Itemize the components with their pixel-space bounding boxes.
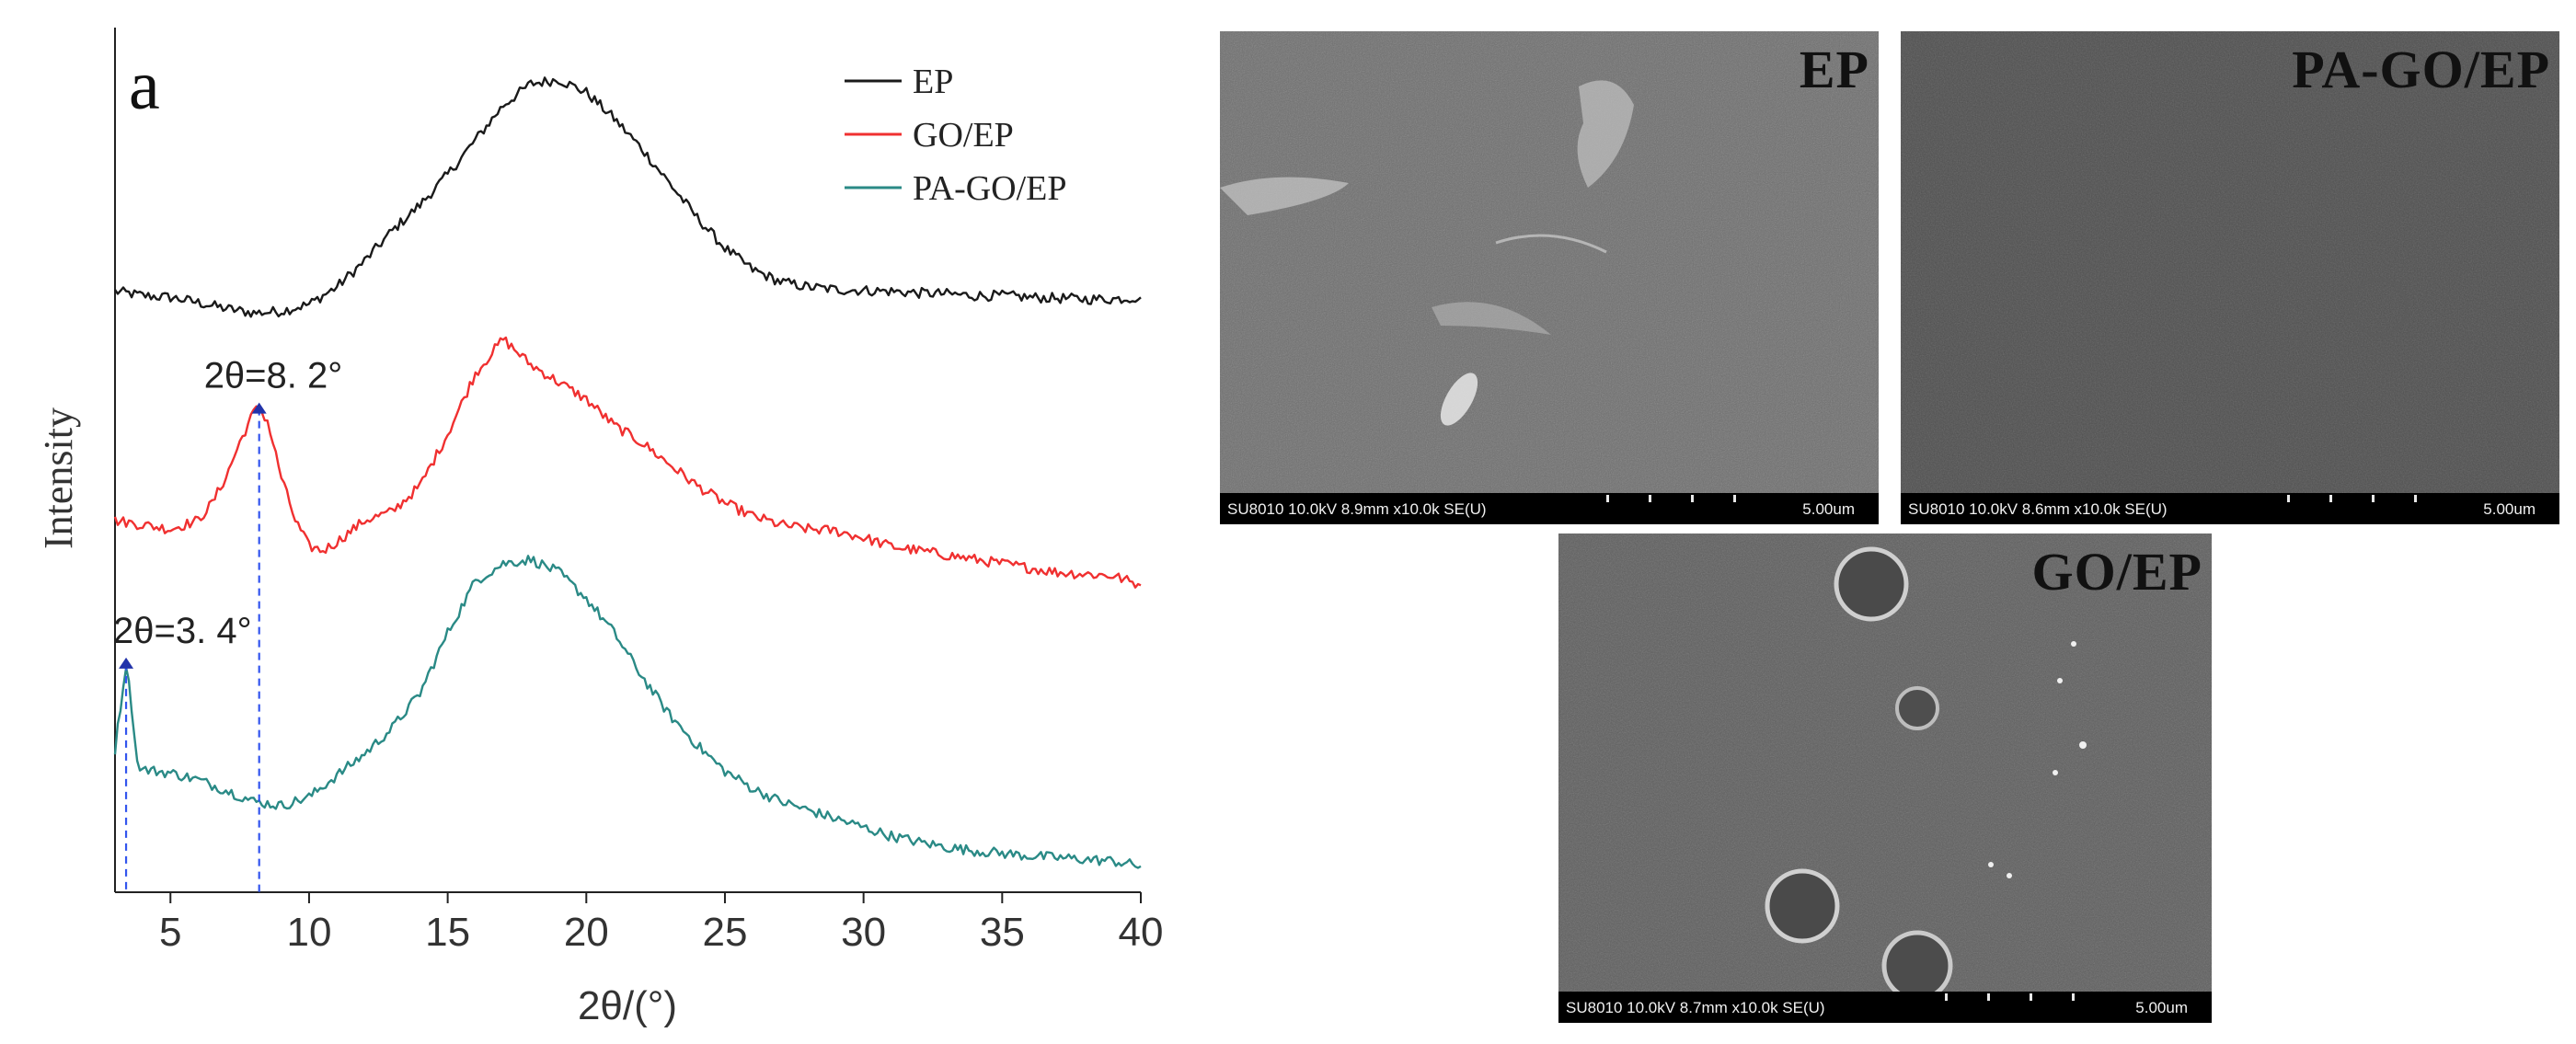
sem-info-text: SU8010 10.0kV 8.7mm x10.0k SE(U)	[1566, 999, 1825, 1016]
sem-texture-go-ep	[1558, 533, 2212, 1023]
x-axis-label: 2θ/(°)	[578, 983, 677, 1028]
sem-label-go-ep: GO/EP	[2031, 542, 2202, 602]
sem-info-bar: SU8010 10.0kV 8.9mm x10.0k SE(U) 5.00um	[1220, 493, 1879, 524]
y-axis-label: Intensity	[36, 407, 81, 549]
legend: EP GO/EP PA-GO/EP	[845, 63, 1067, 208]
scale-ticks	[2287, 495, 2431, 502]
sem-image-pa-go-ep: PA-GO/EP SU8010 10.0kV 8.6mm x10.0k SE(U…	[1901, 31, 2559, 524]
legend-label-go-ep: GO/EP	[913, 116, 1014, 155]
scale-ticks	[1606, 495, 1750, 502]
peak-marker	[251, 402, 267, 414]
x-tick-label: 40	[1119, 910, 1164, 955]
legend-label-ep: EP	[913, 63, 953, 101]
sem-image-ep: EP SU8010 10.0kV 8.9mm x10.0k SE(U) 5.00…	[1220, 31, 1879, 524]
x-tick-label: 10	[286, 910, 331, 955]
x-tick-label: 5	[159, 910, 181, 955]
x-tick-label: 15	[425, 910, 470, 955]
sem-label-ep: EP	[1799, 40, 1869, 99]
plot-frame	[114, 28, 1141, 893]
annotations: 2θ=8. 2° 2θ=3. 4°	[113, 356, 342, 892]
peak-annotation: 2θ=3. 4°	[113, 611, 252, 651]
sem-scale-text: 5.00um	[1802, 500, 1855, 518]
sem-texture-pa-go-ep	[1901, 31, 2559, 524]
series-line-go-ep	[113, 336, 1142, 589]
sem-scale-text: 5.00um	[2483, 500, 2536, 518]
x-axis-ticks: 5 10 15 20 25 30 35 40	[159, 892, 1163, 955]
sem-texture-ep	[1220, 31, 1879, 524]
x-tick-label: 30	[841, 910, 886, 955]
sem-label-pa-go-ep: PA-GO/EP	[2292, 40, 2550, 99]
series-curves	[113, 76, 1142, 869]
x-tick-label: 20	[564, 910, 609, 955]
scale-ticks	[1945, 993, 2083, 1001]
peak-marker	[119, 657, 134, 669]
sem-image-go-ep: GO/EP SU8010 10.0kV 8.7mm x10.0k SE(U) 5…	[1558, 533, 2212, 1023]
sem-info-text: SU8010 10.0kV 8.9mm x10.0k SE(U)	[1227, 500, 1487, 518]
x-tick-label: 25	[702, 910, 747, 955]
x-tick-label: 35	[980, 910, 1025, 955]
panel-letter-a: a	[129, 47, 160, 124]
legend-label-pa-go-ep: PA-GO/EP	[913, 169, 1067, 208]
sem-info-bar: SU8010 10.0kV 8.7mm x10.0k SE(U) 5.00um	[1558, 992, 2212, 1023]
sem-scale-text: 5.00um	[2135, 999, 2188, 1016]
xrd-chart: 5 10 15 20 25 30 35 40 2θ=8. 2° 2θ=3. 4° EP GO/EP…	[36, 28, 1163, 1028]
sem-info-bar: SU8010 10.0kV 8.6mm x10.0k SE(U) 5.00um	[1901, 493, 2559, 524]
sem-info-text: SU8010 10.0kV 8.6mm x10.0k SE(U)	[1908, 500, 2168, 518]
series-line-ep	[114, 76, 1142, 318]
peak-annotation: 2θ=8. 2°	[204, 356, 343, 396]
series-line-pa-go-ep	[113, 555, 1142, 869]
